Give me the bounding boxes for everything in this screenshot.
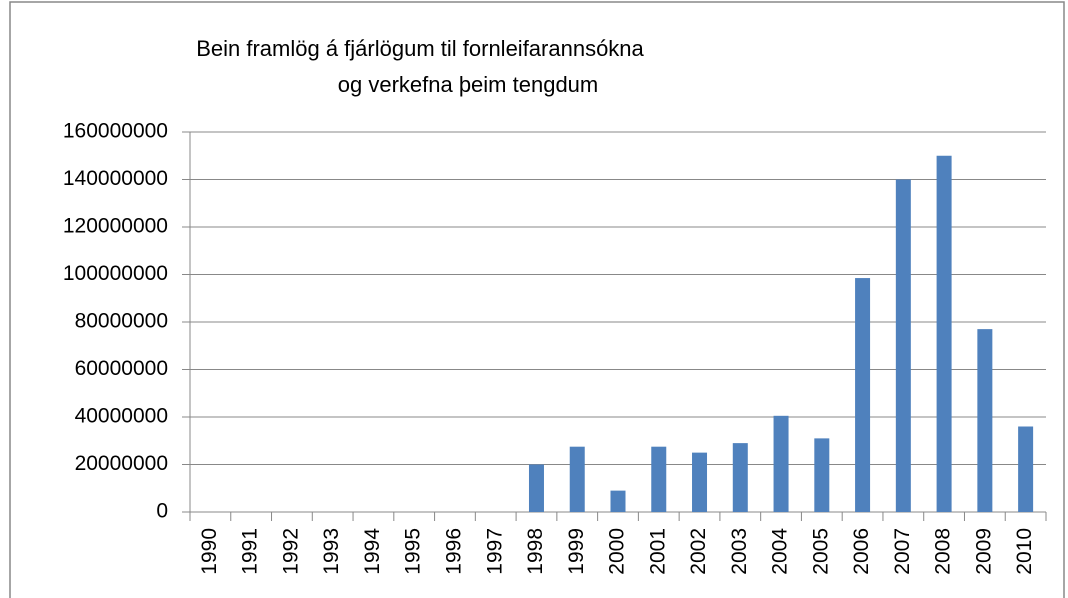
x-tick-label: 1990 xyxy=(198,528,221,575)
bar xyxy=(528,464,544,512)
y-tick-label: 20000000 xyxy=(75,452,168,475)
y-tick-label: 40000000 xyxy=(75,405,168,428)
bar xyxy=(610,490,626,512)
bar xyxy=(773,415,789,512)
x-tick-label: 2006 xyxy=(850,528,873,575)
bar xyxy=(692,452,708,512)
y-tick-label: 0 xyxy=(156,500,168,523)
x-tick-label: 1998 xyxy=(524,528,547,575)
x-tick-label: 2004 xyxy=(769,528,792,575)
y-tick-label: 160000000 xyxy=(63,120,168,143)
x-tick-label: 2009 xyxy=(972,528,995,575)
x-tick-label: 2002 xyxy=(687,528,710,575)
x-tick-label: 1991 xyxy=(239,528,262,575)
bar xyxy=(936,155,952,512)
bar xyxy=(569,446,585,512)
x-tick-label: 1999 xyxy=(565,528,588,575)
chart-title: og verkefna þeim tengdum xyxy=(338,72,599,97)
y-tick-label: 120000000 xyxy=(63,215,168,238)
x-tick-label: 2001 xyxy=(646,528,669,575)
bar xyxy=(651,446,667,512)
x-tick-label: 1997 xyxy=(483,528,506,575)
x-tick-label: 2008 xyxy=(932,528,955,575)
x-tick-label: 2007 xyxy=(891,528,914,575)
bar xyxy=(732,443,748,512)
bar xyxy=(814,438,830,512)
x-tick-label: 2010 xyxy=(1013,528,1036,575)
y-tick-label: 80000000 xyxy=(75,310,168,333)
y-tick-label: 60000000 xyxy=(75,357,168,380)
chart-border xyxy=(9,1,1065,598)
x-tick-label: 1996 xyxy=(442,528,465,575)
x-tick-label: 1995 xyxy=(402,528,425,575)
x-tick-label: 2005 xyxy=(809,528,832,575)
chart-title: Bein framlög á fjárlögum til fornleifara… xyxy=(196,36,644,61)
x-tick-label: 1992 xyxy=(279,528,302,575)
x-tick-label: 1993 xyxy=(320,528,343,575)
y-tick-label: 100000000 xyxy=(63,262,168,285)
y-tick-label: 140000000 xyxy=(63,167,168,190)
bar xyxy=(855,278,871,512)
bar xyxy=(895,179,911,512)
x-tick-label: 2000 xyxy=(606,528,629,575)
x-tick-label: 1994 xyxy=(361,528,384,575)
x-tick-label: 2003 xyxy=(728,528,751,575)
bar xyxy=(1018,426,1034,512)
bar xyxy=(977,329,993,512)
